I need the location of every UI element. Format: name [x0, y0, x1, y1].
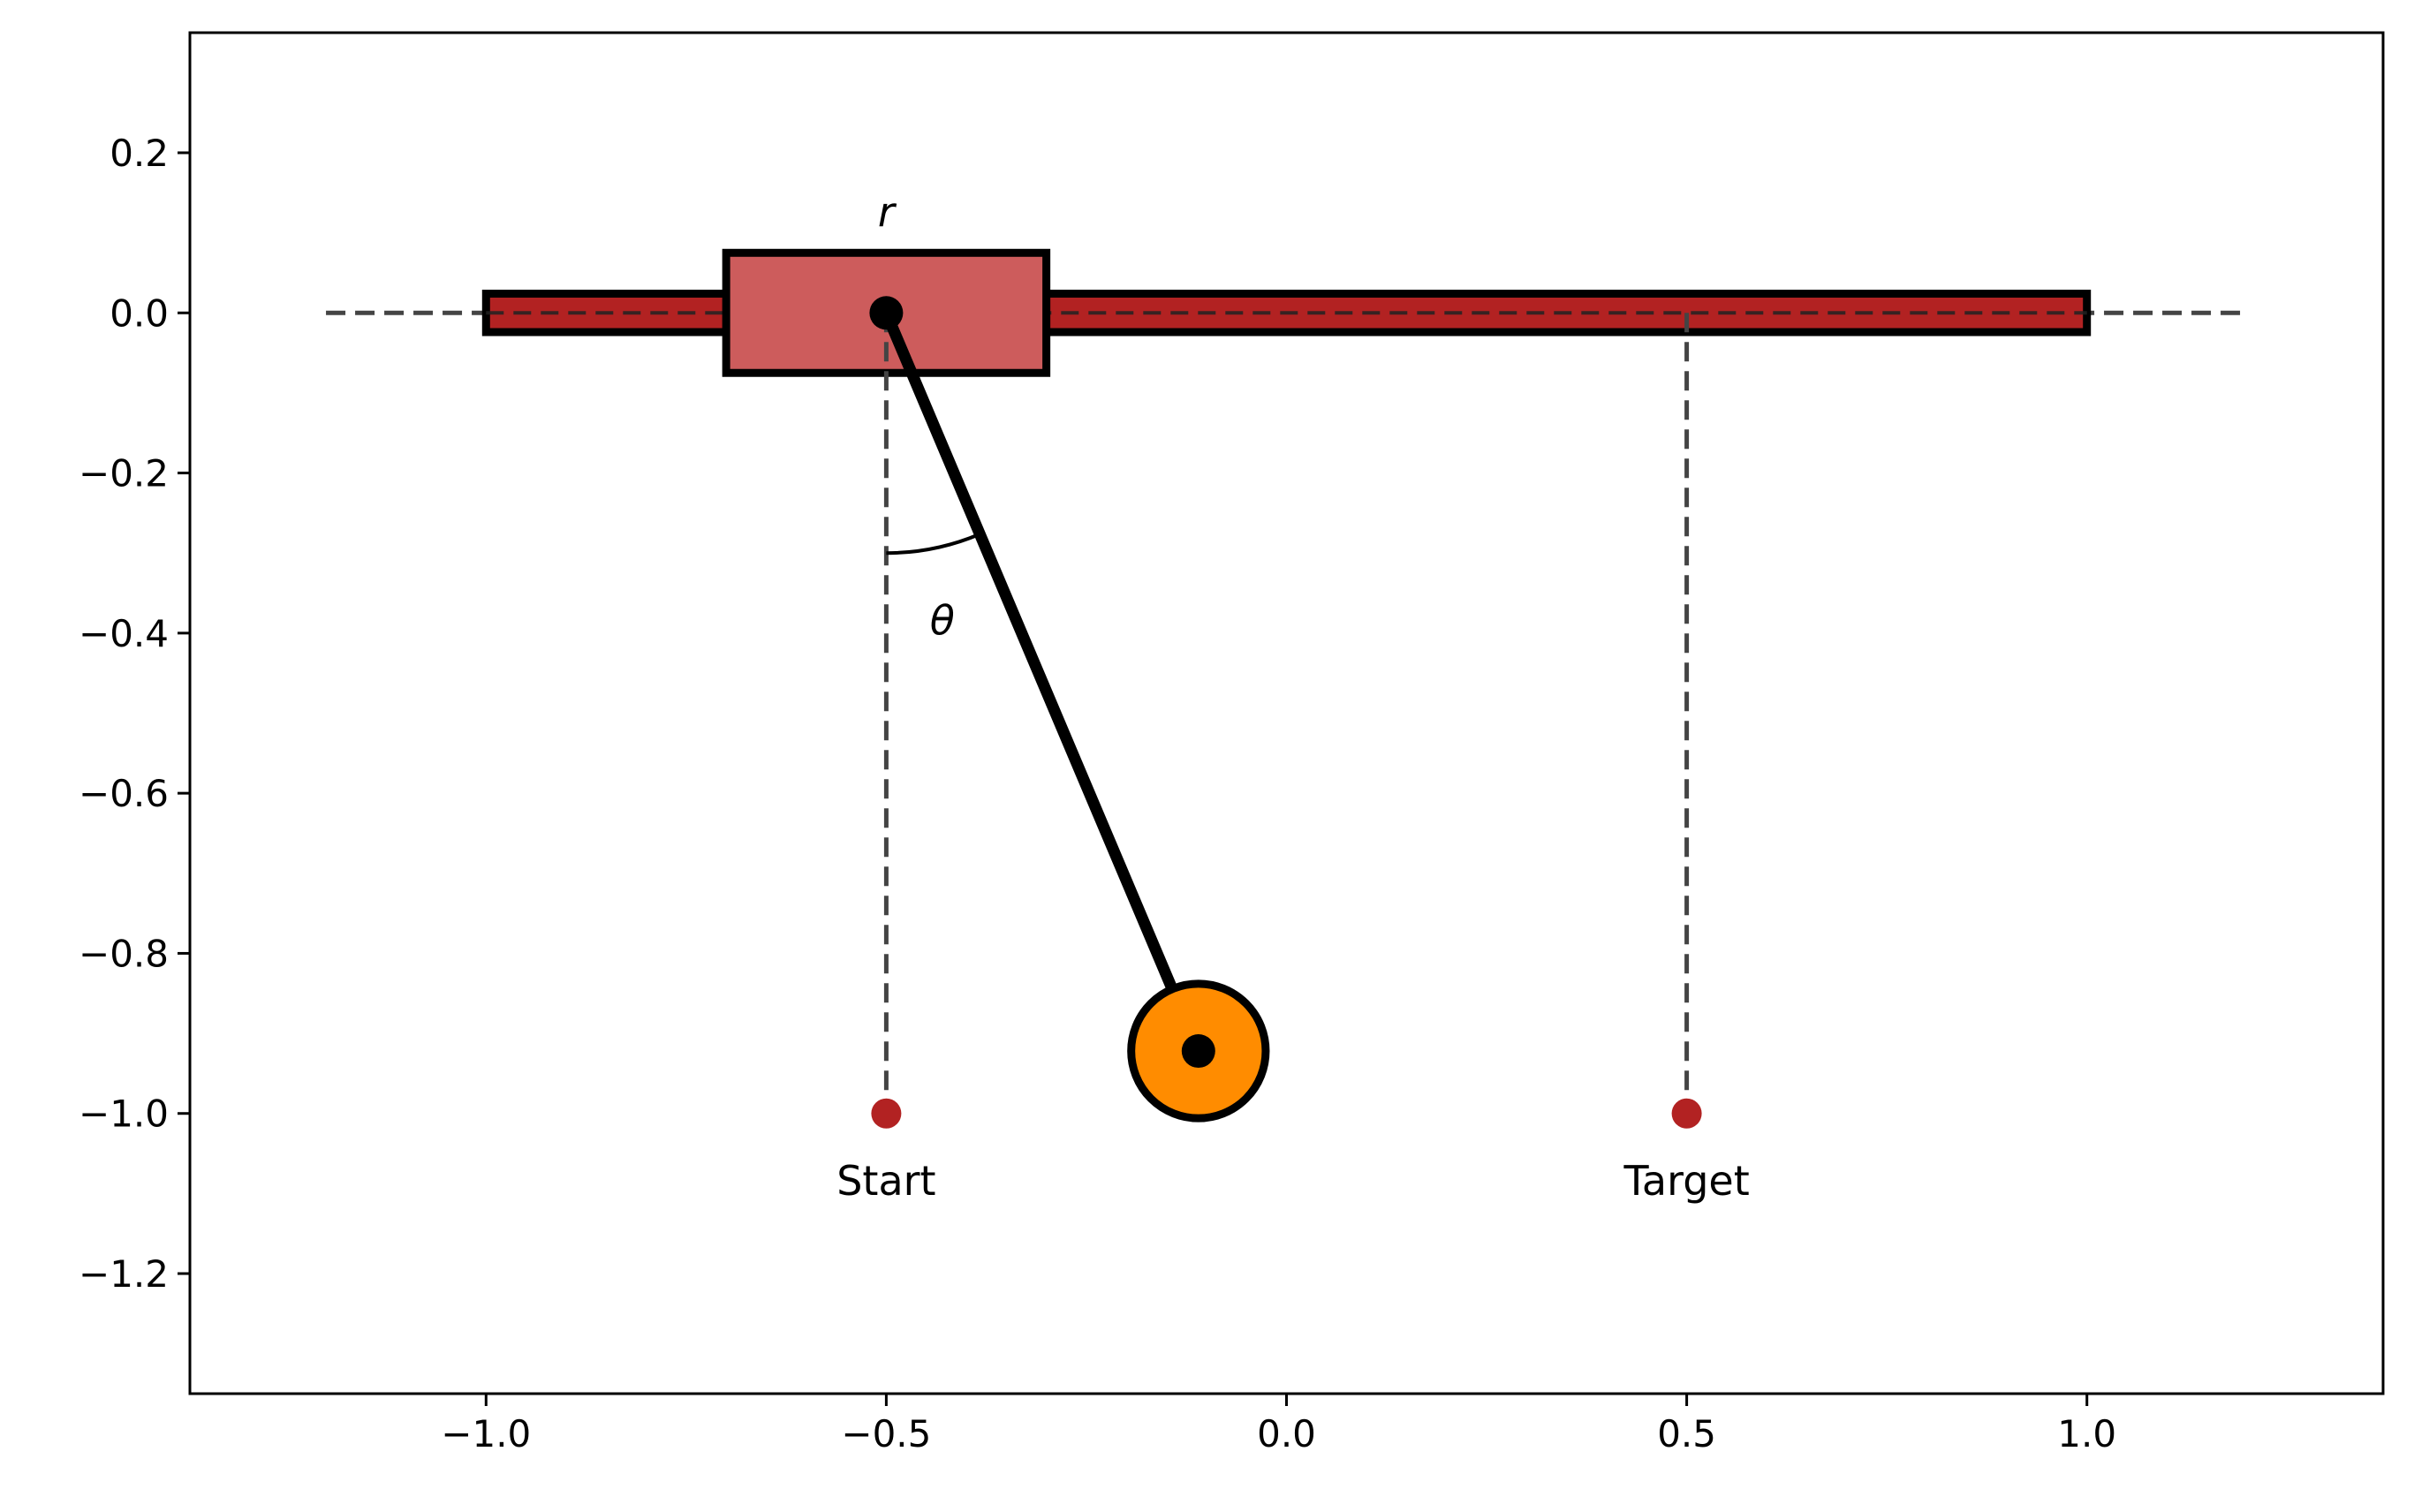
x-tick-label: −0.5	[841, 1412, 931, 1455]
marker-label-target: Target	[1623, 1157, 1749, 1205]
label-theta: θ	[930, 596, 955, 644]
bob-center-dot	[1181, 1034, 1215, 1069]
y-tick-label: −1.0	[79, 1092, 169, 1136]
pivot-dot	[869, 296, 904, 330]
x-tick-label: 1.0	[2057, 1412, 2116, 1455]
x-tick-label: 0.5	[1657, 1412, 1716, 1455]
marker-dot-start	[871, 1098, 902, 1129]
y-tick-label: −0.6	[79, 772, 169, 815]
angle-arc	[886, 532, 981, 556]
label-r: r	[878, 188, 897, 236]
x-tick-label: 0.0	[1257, 1412, 1316, 1455]
y-tick-label: −0.2	[79, 452, 169, 495]
marker-dot-target	[1671, 1098, 1702, 1129]
y-tick-label: −0.8	[79, 932, 169, 975]
y-tick-label: 0.0	[110, 291, 169, 335]
y-axis: 0.2 0.0 −0.2 −0.4 −0.6 −0.8 −1.0 −1.2	[79, 132, 190, 1296]
pendulum-rod	[880, 306, 1205, 1057]
y-tick-label: −0.4	[79, 612, 169, 655]
y-tick-label: 0.2	[110, 132, 169, 175]
marker-label-start: Start	[836, 1157, 935, 1205]
plot-content: r θ Start Target	[326, 188, 2247, 1205]
x-tick-label: −1.0	[441, 1412, 531, 1455]
x-axis: −1.0 −0.5 0.0 0.5 1.0	[441, 1394, 2116, 1455]
y-tick-label: −1.2	[79, 1252, 169, 1296]
